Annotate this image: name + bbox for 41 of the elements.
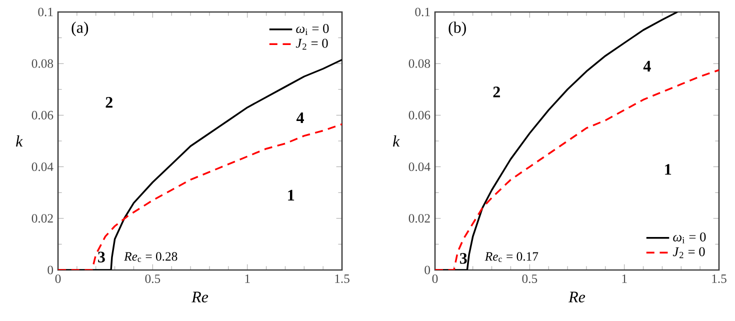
annotation: 4: [643, 60, 651, 72]
x-tick-label: 1: [622, 274, 627, 283]
annotation: Re$_{c}$ = 0.28: [124, 252, 178, 262]
x-axis-title: Re: [191, 292, 208, 302]
legend-label: J$_{2}$ = 0: [296, 38, 328, 50]
annotation: 4: [296, 112, 304, 124]
y-tick-label: 0.02: [408, 214, 430, 223]
annotation: 2: [493, 86, 500, 98]
annotation: 3: [98, 252, 105, 262]
legend-label: J$_{2}$ = 0: [672, 247, 705, 258]
y-tick-label: 0.1: [415, 8, 430, 16]
text: (a): [72, 22, 88, 36]
y-tick-label: 0.1: [38, 8, 53, 16]
y-tick-label: 0: [48, 266, 54, 274]
annotation: 2: [106, 96, 112, 108]
y-axis-title: k: [16, 135, 23, 147]
line-series: [58, 123, 342, 270]
annotation: 1: [288, 190, 294, 200]
y-tick-label: 0.08: [408, 59, 430, 68]
annotation: 3: [460, 252, 467, 264]
y-tick-label: 0.08: [32, 59, 54, 68]
x-tick-label: 0: [55, 274, 61, 284]
text: (b): [448, 22, 466, 36]
annotation: 1: [665, 164, 672, 175]
x-tick-label: 1: [245, 274, 250, 283]
x-axis-title: Re: [568, 292, 586, 302]
x-tick-label: 1.5: [335, 274, 350, 284]
legend-label: ω$_{i}$ = 0: [673, 232, 706, 244]
y-axis-title: k: [392, 135, 400, 147]
x-tick-label: 1.5: [712, 274, 726, 284]
x-tick-label: 0: [432, 274, 438, 284]
y-tick-label: 0.06: [408, 110, 430, 120]
y-tick-label: 0: [424, 266, 430, 274]
x-tick-label: 0.5: [522, 274, 538, 284]
y-tick-label: 0.02: [32, 214, 53, 223]
legend-label: ω$_{i}$ = 0: [296, 24, 329, 35]
y-tick-label: 0.04: [408, 162, 430, 172]
y-tick-label: 0.04: [32, 162, 54, 172]
x-tick-label: 0.5: [145, 274, 160, 284]
annotation: Re$_{c}$ = 0.17: [484, 252, 538, 262]
y-tick-label: 0.06: [32, 110, 54, 120]
